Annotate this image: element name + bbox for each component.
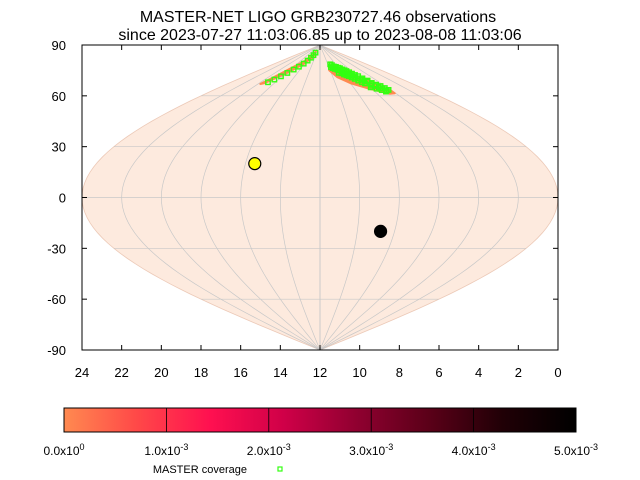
coverage-point — [296, 63, 302, 70]
y-tick-label: -60 — [47, 292, 66, 307]
x-tick-label: 2 — [515, 365, 522, 380]
y-tick-label: 30 — [52, 140, 66, 155]
coverage-point — [378, 87, 385, 93]
y-tick-label: -30 — [47, 241, 66, 256]
colorbar-tick-label: 4.0x10-3 — [452, 442, 496, 458]
legend-label: MASTER coverage — [153, 464, 247, 476]
x-tick-label: 4 — [475, 365, 482, 380]
y-tick-label: -90 — [47, 343, 66, 358]
colorbar: 0.0x100 1.0x10-3 2.0x10-3 3.0x10-3 4.0x10-3 5… — [43, 407, 598, 458]
colorbar-tick-label: 2.0x10-3 — [247, 442, 291, 458]
coverage-point — [328, 64, 334, 70]
x-tick-label: 22 — [114, 365, 128, 380]
colorbar-tick-label: 5.0x10-3 — [554, 442, 598, 458]
event-markers — [248, 157, 388, 238]
coverage-point — [300, 60, 307, 67]
coverage-point — [335, 69, 342, 76]
legend: MASTER coverage — [153, 464, 283, 476]
colorbar-tick-label: 0.0x100 — [43, 442, 84, 458]
coverage-point — [271, 76, 278, 83]
y-tick-label: 60 — [52, 89, 66, 104]
x-tick-label: 10 — [352, 365, 366, 380]
coverage-point — [367, 84, 374, 91]
y-tick-label: 90 — [52, 38, 66, 53]
x-tick-label: 20 — [154, 365, 168, 380]
x-tick-label: 6 — [435, 365, 442, 380]
x-tick-label: 18 — [194, 365, 208, 380]
x-tick-label: 12 — [313, 365, 327, 380]
chart-subtitle: since 2023-07-27 11:03:06.85 up to 2023-… — [118, 27, 521, 44]
coverage-point — [304, 57, 311, 64]
y-tick-label: 0 — [59, 191, 66, 206]
colorbar-tick-label: 3.0x10-3 — [349, 442, 393, 458]
yellow-event-marker — [248, 157, 262, 171]
black-event-marker — [373, 224, 388, 238]
x-tick-label: 8 — [396, 365, 403, 380]
x-tick-label: 16 — [233, 365, 247, 380]
chart-title: MASTER-NET LIGO GRB230727.46 observation… — [140, 9, 496, 26]
legend-marker — [277, 466, 283, 472]
colorbar-tick-label: 1.0x10-3 — [144, 442, 188, 458]
sky-projection — [81, 44, 559, 351]
coverage-point — [373, 85, 380, 92]
coverage-point — [351, 75, 358, 82]
coverage-point — [265, 79, 271, 86]
coverage-point — [290, 66, 297, 73]
coverage-point — [278, 73, 284, 80]
x-tick-label: 14 — [273, 365, 287, 380]
x-tick-label: 0 — [554, 365, 561, 380]
coverage-point — [362, 80, 368, 87]
x-tick-label: 24 — [75, 365, 89, 380]
coverage-point — [284, 70, 291, 76]
colorbar-gradient — [63, 407, 577, 433]
coverage-points — [265, 49, 392, 95]
